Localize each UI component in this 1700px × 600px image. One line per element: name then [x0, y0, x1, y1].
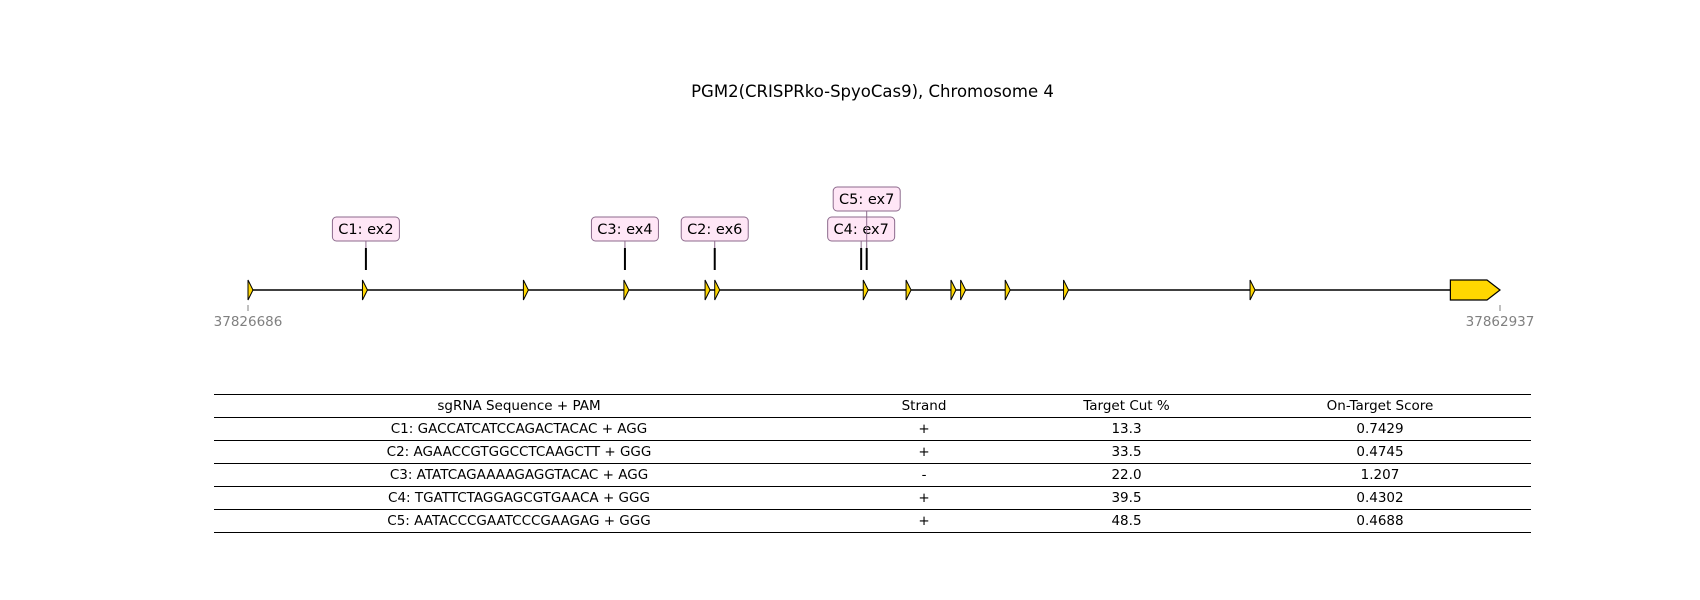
- cut-label-text: C1: ex2: [338, 222, 393, 238]
- cell-strand: -: [824, 463, 1024, 487]
- exon-marker: [960, 279, 967, 301]
- exon-marker: [522, 279, 529, 301]
- cut-label-box: [680, 216, 749, 242]
- cell-cut: 13.3: [1024, 417, 1229, 441]
- cell-strand: +: [824, 440, 1024, 464]
- cell-cut: 39.5: [1024, 486, 1229, 510]
- cell-sequence: C3: ATATCAGAAAAGAGGTACAC + AGG: [214, 463, 824, 487]
- header-strand: Strand: [824, 394, 1024, 418]
- cell-cut: 22.0: [1024, 463, 1229, 487]
- cell-cut: 48.5: [1024, 509, 1229, 533]
- table-header-row: sgRNA Sequence + PAM Strand Target Cut %…: [214, 394, 1531, 418]
- sgrna-table: sgRNA Sequence + PAM Strand Target Cut %…: [214, 394, 1531, 533]
- cut-label-text: C2: ex6: [687, 222, 742, 238]
- cut-label-box: [590, 216, 659, 242]
- exon-marker: [704, 279, 711, 301]
- exon-marker: [905, 279, 912, 301]
- exon-marker: [361, 279, 369, 301]
- cell-strand: +: [824, 509, 1024, 533]
- table-row: C1: GACCATCATCCAGACTACAC + AGG + 13.3 0.…: [214, 417, 1531, 441]
- cell-score: 0.4688: [1229, 509, 1531, 533]
- exon-marker: [862, 279, 869, 301]
- cut-label-text: C4: ex7: [834, 222, 889, 238]
- exon-marker: [623, 279, 630, 301]
- sgrna-table-wrapper: sgRNA Sequence + PAM Strand Target Cut %…: [214, 394, 1531, 533]
- cut-label-box: [827, 216, 896, 242]
- cell-cut: 33.5: [1024, 440, 1229, 464]
- cell-sequence: C5: AATACCCGAATCCCGAAGAG + GGG: [214, 509, 824, 533]
- cut-label-box: [832, 186, 901, 212]
- start-coordinate-label: 37826686: [214, 314, 283, 330]
- figure-title: PGM2(CRISPRko-SpyoCas9), Chromosome 4: [691, 82, 1054, 101]
- exon-marker: [714, 279, 721, 301]
- end-coordinate-label: 37862937: [1466, 314, 1535, 330]
- cell-score: 0.7429: [1229, 417, 1531, 441]
- exon-marker: [1249, 279, 1256, 301]
- cell-score: 0.4745: [1229, 440, 1531, 464]
- table-row: C2: AGAACCGTGGCCTCAAGCTT + GGG + 33.5 0.…: [214, 440, 1531, 464]
- cell-strand: +: [824, 417, 1024, 441]
- cell-sequence: C1: GACCATCATCCAGACTACAC + AGG: [214, 417, 824, 441]
- cell-sequence: C4: TGATTCTAGGAGCGTGAACA + GGG: [214, 486, 824, 510]
- gene-track: 37826686 37862937 C1: ex2 C3: ex4 C2: ex6 C4:…: [214, 186, 1535, 330]
- exon-marker: [247, 279, 254, 301]
- header-cut: Target Cut %: [1024, 394, 1229, 418]
- cell-score: 1.207: [1229, 463, 1531, 487]
- exon-marker: [1004, 279, 1011, 301]
- cut-label-box: [331, 216, 400, 242]
- table-row: C5: AATACCCGAATCCCGAAGAG + GGG + 48.5 0.…: [214, 509, 1531, 533]
- exon-marker: [950, 279, 957, 301]
- final-exon-block: [1449, 279, 1501, 301]
- cut-label-text: C3: ex4: [597, 222, 652, 238]
- table-row: C3: ATATCAGAAAAGAGGTACAC + AGG - 22.0 1.…: [214, 463, 1531, 487]
- exon-marker: [1063, 279, 1070, 301]
- cell-strand: +: [824, 486, 1024, 510]
- table-row: C4: TGATTCTAGGAGCGTGAACA + GGG + 39.5 0.…: [214, 486, 1531, 510]
- cell-score: 0.4302: [1229, 486, 1531, 510]
- header-sequence: sgRNA Sequence + PAM: [214, 394, 824, 418]
- cell-sequence: C2: AGAACCGTGGCCTCAAGCTT + GGG: [214, 440, 824, 464]
- cut-label-text: C5: ex7: [839, 192, 894, 208]
- header-score: On-Target Score: [1229, 394, 1531, 418]
